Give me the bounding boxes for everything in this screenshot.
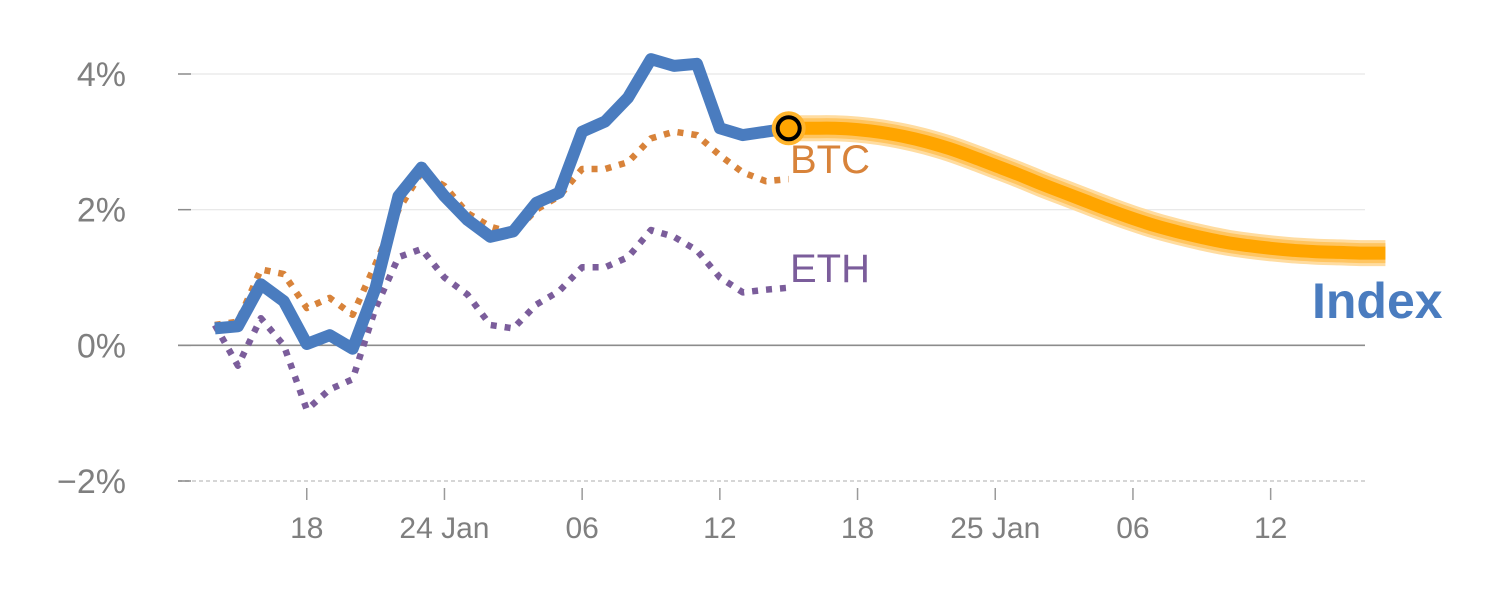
y-tick-label: 2% xyxy=(77,192,126,230)
gridlines xyxy=(178,73,1365,482)
x-tick-label: 12 xyxy=(1254,512,1287,545)
x-tick-label: 18 xyxy=(841,512,874,545)
x-axis: 18 24 Jan 06 12 18 25 Jan 06 12 xyxy=(290,488,1287,545)
series-line-index-forecast-halo xyxy=(788,115,1386,267)
series-line-btc xyxy=(214,128,789,329)
y-axis: 4% 2% 0% −2% xyxy=(57,56,191,501)
series-line-index xyxy=(214,53,790,355)
series-line-eth xyxy=(212,226,789,414)
series-label-eth: ETH xyxy=(790,247,870,291)
series-lines xyxy=(212,53,1386,414)
series-label-btc: BTC xyxy=(790,138,870,182)
y-tick-label: 4% xyxy=(77,56,126,94)
y-tick-label: −2% xyxy=(57,463,126,501)
current-value-marker xyxy=(771,111,806,146)
x-tick-label: 12 xyxy=(703,512,736,545)
x-tick-label: 06 xyxy=(565,512,598,545)
x-tick-label: 24 Jan xyxy=(399,512,489,545)
series-line-index-forecast xyxy=(788,121,1386,260)
x-tick-label: 18 xyxy=(290,512,323,545)
series-label-index: Index xyxy=(1312,273,1443,329)
marker-point xyxy=(775,115,802,142)
x-tick-label: 06 xyxy=(1116,512,1149,545)
series-labels: BTC ETH Index xyxy=(790,138,1443,329)
y-tick-label: 0% xyxy=(77,327,126,365)
x-tick-label: 25 Jan xyxy=(950,512,1040,545)
